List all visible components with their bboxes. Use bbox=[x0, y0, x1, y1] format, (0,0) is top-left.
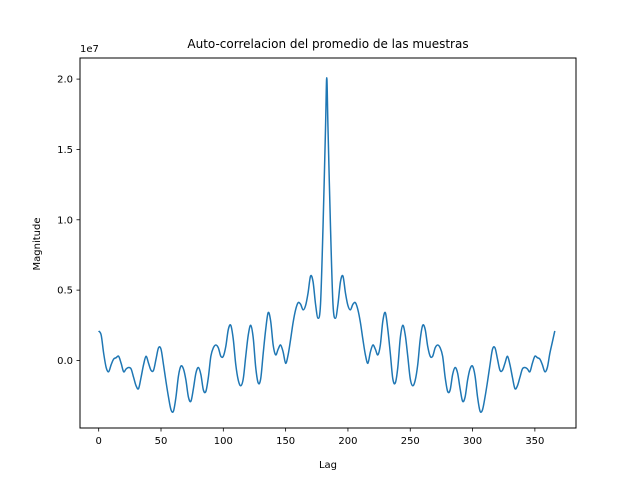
x-tick-label: 0 bbox=[96, 436, 102, 447]
x-tick-label: 100 bbox=[214, 436, 233, 447]
y-tick-label: 1.5 bbox=[57, 145, 73, 156]
y-tick-label: 1.0 bbox=[57, 215, 73, 226]
x-tick-label: 350 bbox=[525, 436, 544, 447]
x-tick-label: 150 bbox=[276, 436, 295, 447]
chart-title: Auto-correlacion del promedio de las mue… bbox=[187, 37, 468, 51]
y-tick-label: 2.0 bbox=[57, 75, 73, 86]
y-offset-text: 1e7 bbox=[80, 44, 99, 55]
series-line bbox=[98, 76, 556, 413]
plot-area bbox=[98, 76, 556, 413]
y-axis: 0.0 0.5 1.0 1.5 2.0 bbox=[57, 75, 80, 367]
x-tick-label: 250 bbox=[401, 436, 420, 447]
x-axis: 0 50 100 150 200 250 300 350 bbox=[96, 428, 544, 447]
y-tick-label: 0.0 bbox=[57, 356, 73, 367]
x-tick-label: 50 bbox=[155, 436, 168, 447]
x-tick-label: 300 bbox=[463, 436, 482, 447]
y-tick-label: 0.5 bbox=[57, 286, 73, 297]
x-axis-label: Lag bbox=[319, 460, 337, 471]
x-tick-label: 200 bbox=[338, 436, 357, 447]
axes-frame bbox=[79, 57, 577, 429]
y-axis-label: Magnitude bbox=[32, 218, 43, 271]
